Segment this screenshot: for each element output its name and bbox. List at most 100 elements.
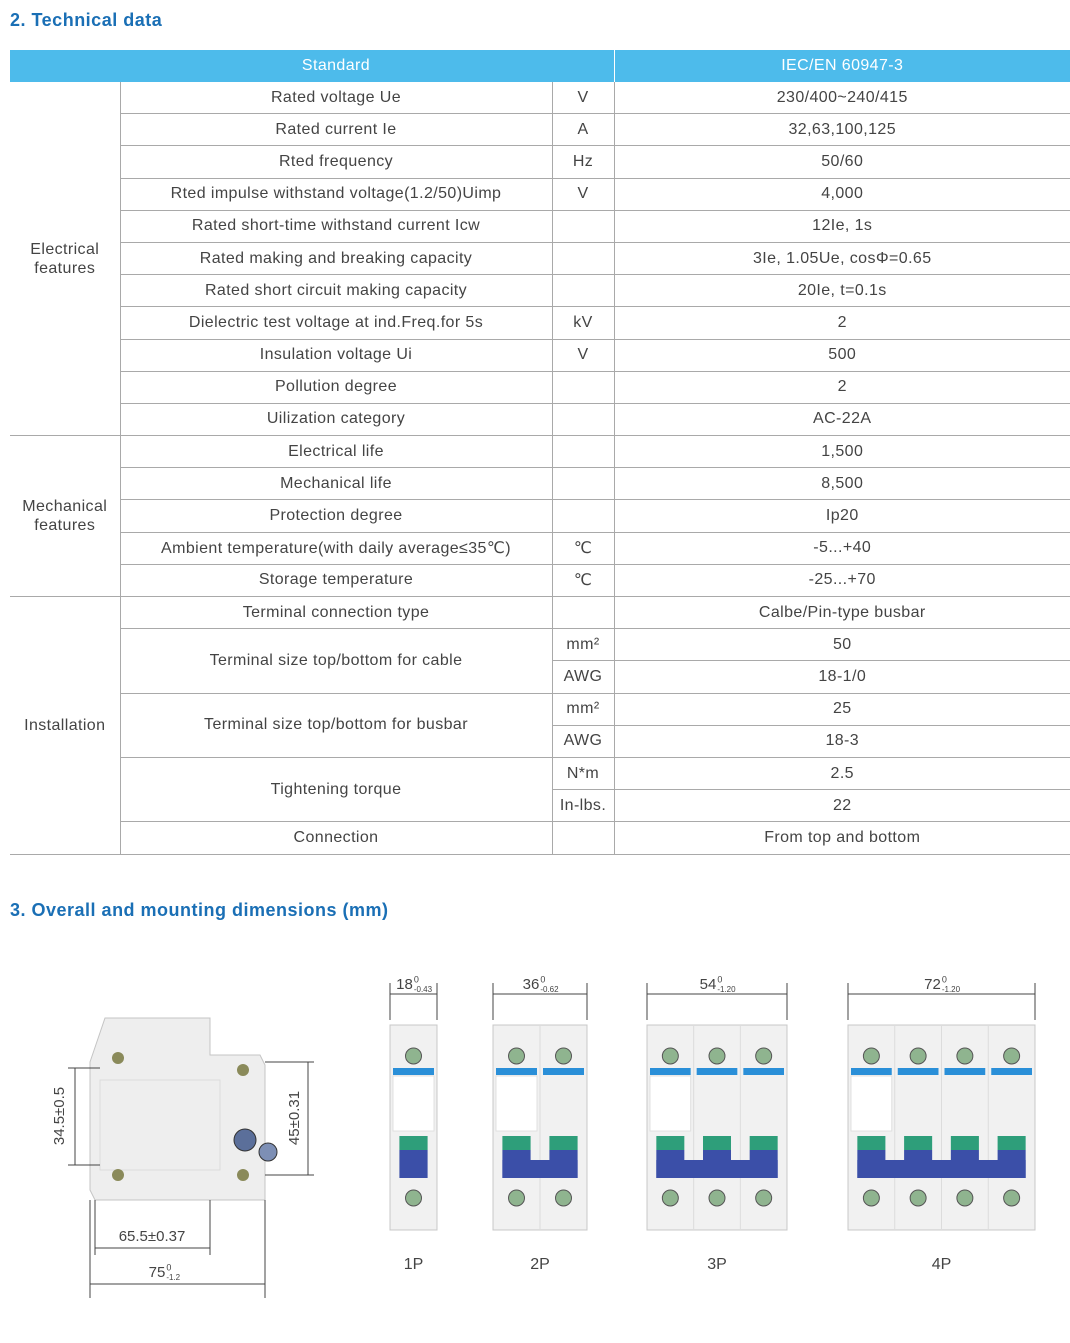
value: 25: [613, 693, 1070, 726]
dimension-label: 65.5±0.37: [119, 1228, 186, 1245]
switch-top: [950, 1136, 979, 1150]
screw: [755, 1047, 773, 1065]
parameter: Tightening torque: [119, 757, 552, 823]
dimension-tolerance: 0: [166, 1262, 171, 1272]
table-row: Rted impulse withstand voltage(1.2/50)Ui…: [10, 178, 1070, 211]
parameter: Mechanical life: [119, 467, 552, 501]
parameter: Rated voltage Ue: [119, 82, 552, 115]
table-row: Connection From top and bottom: [10, 821, 1070, 855]
screw: [1003, 1047, 1021, 1065]
value: 22: [613, 789, 1070, 823]
value: 230/400~240/415: [613, 82, 1070, 115]
dimension-label: 18 0-0.43: [396, 974, 432, 994]
label-band: [897, 1068, 939, 1075]
dimension-label: 36 0-0.62: [523, 974, 559, 994]
pole-label: 1P: [404, 1256, 424, 1273]
value: 20Ie, t=0.1s: [613, 274, 1070, 308]
switch-top: [502, 1136, 531, 1150]
unit: ℃: [551, 532, 614, 565]
parameter: Terminal size top/bottom for cable: [119, 628, 552, 694]
parameter: Pollution degree: [119, 371, 552, 404]
unit: [551, 242, 614, 276]
dimension-label: 54 0-1.20: [700, 974, 736, 994]
dimension-value: 45±0.31: [286, 1091, 303, 1145]
dimension-tolerance: 0: [942, 974, 947, 984]
parameter: Ambient temperature(with daily average≤3…: [119, 532, 552, 565]
table-row: Electrical features Rated voltage Ue V 230/…: [10, 82, 1070, 437]
parameter: Rated short circuit making capacity: [119, 274, 552, 308]
value: 1,500: [613, 435, 1070, 469]
unit: ℃: [551, 564, 614, 598]
dimension-value: 34.5±0.5: [51, 1087, 68, 1145]
rating-panel: [850, 1075, 893, 1132]
switch-top: [997, 1136, 1026, 1150]
knob: [233, 1128, 257, 1152]
parameter: Terminal size top/bottom for busbar: [119, 693, 552, 758]
value: 50: [613, 628, 1070, 662]
switch-top: [749, 1136, 778, 1150]
dimension-value: 18: [396, 976, 413, 993]
table-row: Ambient temperature(with daily average≤3…: [10, 532, 1070, 565]
dimension-tolerance: 0: [414, 974, 419, 984]
switch-handle: [399, 1150, 428, 1178]
value: 2: [613, 371, 1070, 404]
value: 8,500: [613, 467, 1070, 501]
value: 50/60: [613, 145, 1070, 179]
value: -25...+70: [613, 564, 1070, 598]
unit: AWG: [551, 660, 614, 694]
label-band: [393, 1068, 434, 1075]
unit: mm²: [551, 693, 614, 726]
switch-top: [703, 1136, 731, 1150]
table-row: Pollution degree 2: [10, 371, 1070, 404]
dimension-tolerance: 0: [717, 974, 722, 984]
unit: [551, 403, 614, 437]
unit: [551, 596, 614, 630]
side-body: [89, 1017, 266, 1201]
switch-bar: [656, 1160, 778, 1178]
group-label: Electrical features: [10, 82, 120, 437]
value: 500: [613, 339, 1070, 372]
screw: [661, 1189, 679, 1207]
screw: [755, 1189, 773, 1207]
table-row: Tightening torque N*m 2.5: [10, 757, 1070, 823]
table-row: Mechanical life 8,500: [10, 467, 1070, 501]
section-title: 3. Overall and mounting dimensions (mm): [10, 900, 389, 920]
table-row: Protection degree Ip20: [10, 499, 1070, 533]
pole-label: 3P: [707, 1256, 727, 1273]
value: 3Ie, 1.05Ue, cosΦ=0.65: [613, 242, 1070, 276]
knob: [258, 1142, 278, 1162]
unit: [551, 821, 614, 855]
value: From top and bottom: [613, 821, 1070, 855]
dimension-value: 75: [149, 1264, 166, 1281]
parameter: Insulation voltage Ui: [119, 339, 552, 372]
unit: N*m: [551, 757, 614, 791]
header-cell: [552, 50, 614, 82]
table-row: Installation Terminal connection type Calb…: [10, 596, 1070, 855]
unit: [551, 371, 614, 404]
switch-top: [656, 1136, 685, 1150]
screw: [237, 1064, 249, 1076]
table-row: Uilization category AC-22A: [10, 403, 1070, 437]
switch-bar: [502, 1160, 578, 1178]
parameter: Rated current Ie: [119, 113, 552, 147]
parameter: Rated short-time withstand current Icw: [119, 210, 552, 243]
table-row: Terminal size top/bottom for cable mm² 50: [10, 628, 1070, 694]
parameter: Dielectric test voltage at ind.Freq.for …: [119, 306, 552, 340]
dimension-label: 45±0.31: [286, 1091, 303, 1145]
switch-top: [904, 1136, 933, 1150]
table-row: Rated short circuit making capacity 20Ie,…: [10, 274, 1070, 308]
screw: [555, 1047, 572, 1065]
value: -5...+40: [613, 532, 1070, 565]
rating-panel: [495, 1075, 538, 1132]
dimension-label: 34.5±0.5: [51, 1087, 68, 1145]
unit: [551, 467, 614, 501]
label-band: [991, 1068, 1032, 1075]
screw: [555, 1189, 572, 1207]
dimension-label: 75 0-1.2: [149, 1262, 181, 1282]
table-row: Terminal size top/bottom for busbar mm² 25: [10, 693, 1070, 758]
screw: [112, 1169, 124, 1181]
table-row: Insulation voltage Ui V 500: [10, 339, 1070, 372]
screw: [112, 1052, 124, 1064]
header-cell: IEC/EN 60947-3: [613, 50, 1070, 82]
